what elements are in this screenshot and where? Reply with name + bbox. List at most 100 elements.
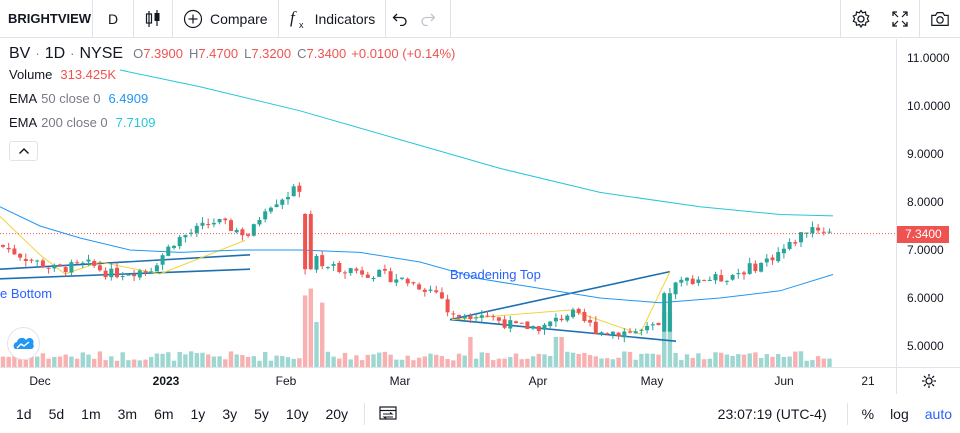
volume-bar [291,358,296,367]
compare-button[interactable]: Compare [173,0,278,38]
compare-label: Compare [210,10,268,27]
volume-bar [274,355,279,367]
range-button-3m[interactable]: 3m [117,406,138,422]
chart-pane[interactable]: Broadening Top e Bottom [0,39,896,367]
volume-bar [74,358,80,367]
candle [308,210,313,270]
candle [685,277,689,286]
volume-bar [126,360,131,367]
range-button-20y[interactable]: 20y [325,406,349,422]
volume-bar [57,356,63,367]
fullscreen-button[interactable] [881,0,919,38]
candle [479,310,484,322]
legend-collapse-button[interactable] [9,141,38,161]
range-button-1d[interactable]: 1d [16,406,32,422]
interval-button[interactable]: D [93,0,133,38]
volume-bar [530,356,536,367]
volume-bar [610,359,616,367]
range-button-5d[interactable]: 5d [48,406,65,422]
zigzag-line[interactable] [159,239,246,275]
volume-bar [285,357,291,367]
broadening-top-label[interactable]: Broadening Top [450,267,541,282]
range-button-6m[interactable]: 6m [154,406,174,422]
candle [29,258,34,264]
candle [451,310,456,319]
volume-bar [764,354,769,367]
svg-text:f: f [290,8,297,27]
main-series-legend[interactable]: BV · 1D · NYSE O 7.3900 H 7.4700 L 7.3200 C… [9,45,455,69]
volume-legend[interactable]: Volume 313.425K [9,67,455,91]
volume-bar [40,353,46,367]
volume-bar [325,351,331,367]
candle [610,331,615,339]
candle [576,307,581,315]
volume-bar [188,351,194,367]
range-button-5y[interactable]: 5y [254,406,269,422]
date-range-button[interactable] [373,405,403,424]
candle [736,268,741,279]
volume-bar [473,358,479,367]
percent-toggle[interactable]: % [861,406,875,422]
ema50-legend[interactable]: EMA 50 close 0 6.4909 [9,91,455,115]
volume-bar [701,359,707,367]
snapshot-button[interactable] [920,0,960,38]
axis-settings-button[interactable] [896,367,960,394]
clock[interactable]: 23:07:19 (UTC-4) [717,406,827,422]
candle [149,267,154,274]
trendline[interactable] [0,268,251,280]
candle [23,253,28,267]
chart-style-button[interactable] [134,0,172,38]
trendline[interactable] [449,318,677,342]
volume-bar [570,352,576,367]
volume-bar [154,353,160,367]
candle [291,183,296,197]
open-value: 7.3900 [143,46,183,61]
candle [246,233,251,238]
candle [770,254,775,265]
candle [263,208,268,223]
candle [35,259,40,268]
volume-bar [513,353,519,367]
volume-bar [177,351,182,367]
candle [548,320,553,329]
range-button-1y[interactable]: 1y [190,406,206,422]
range-button-1m[interactable]: 1m [81,406,101,422]
broadening-bottom-label[interactable]: e Bottom [0,286,53,301]
candle [730,274,735,281]
volume-bar [17,356,23,367]
open-key: O [133,46,144,61]
zigzag-line[interactable] [39,254,66,275]
candle [1,244,5,249]
symbol-search-input[interactable] [0,0,92,38]
tradingview-logo[interactable] [7,327,40,360]
price-axis[interactable]: 11.0000 10.0000 9.0000 8.0000 7.0000 6.0000 5.… [896,39,960,367]
svg-text:x: x [299,20,304,30]
volume-bar [593,356,598,367]
log-toggle[interactable]: log [890,406,909,422]
candle [719,269,724,282]
volume-bar [724,354,730,367]
candle [605,332,610,336]
zigzag-line[interactable] [569,309,641,335]
volume-bar [582,352,587,367]
indicators-button[interactable]: f x Indicators [279,0,386,38]
candle [194,222,199,237]
volume-bar [308,288,313,367]
price-chart[interactable] [0,39,896,367]
volume-bar [297,358,302,367]
time-tick-label: Jun [774,374,794,388]
undo-button[interactable] [386,0,414,38]
settings-button[interactable] [841,0,881,38]
candle [422,287,427,297]
range-button-10y[interactable]: 10y [285,406,309,422]
ema200-legend[interactable]: EMA 200 close 0 7.7109 [9,115,455,139]
zigzag-line[interactable] [0,216,41,256]
time-axis[interactable]: Dec 2023 Feb Mar Apr May Jun 21 [0,367,896,394]
range-button-3y[interactable]: 3y [222,406,238,422]
auto-toggle[interactable]: auto [924,406,952,422]
redo-button[interactable] [414,0,442,38]
candle [821,227,826,236]
trendline[interactable] [449,270,671,321]
toolbar-divider [840,0,841,38]
ema50-value: 6.4909 [108,91,149,106]
